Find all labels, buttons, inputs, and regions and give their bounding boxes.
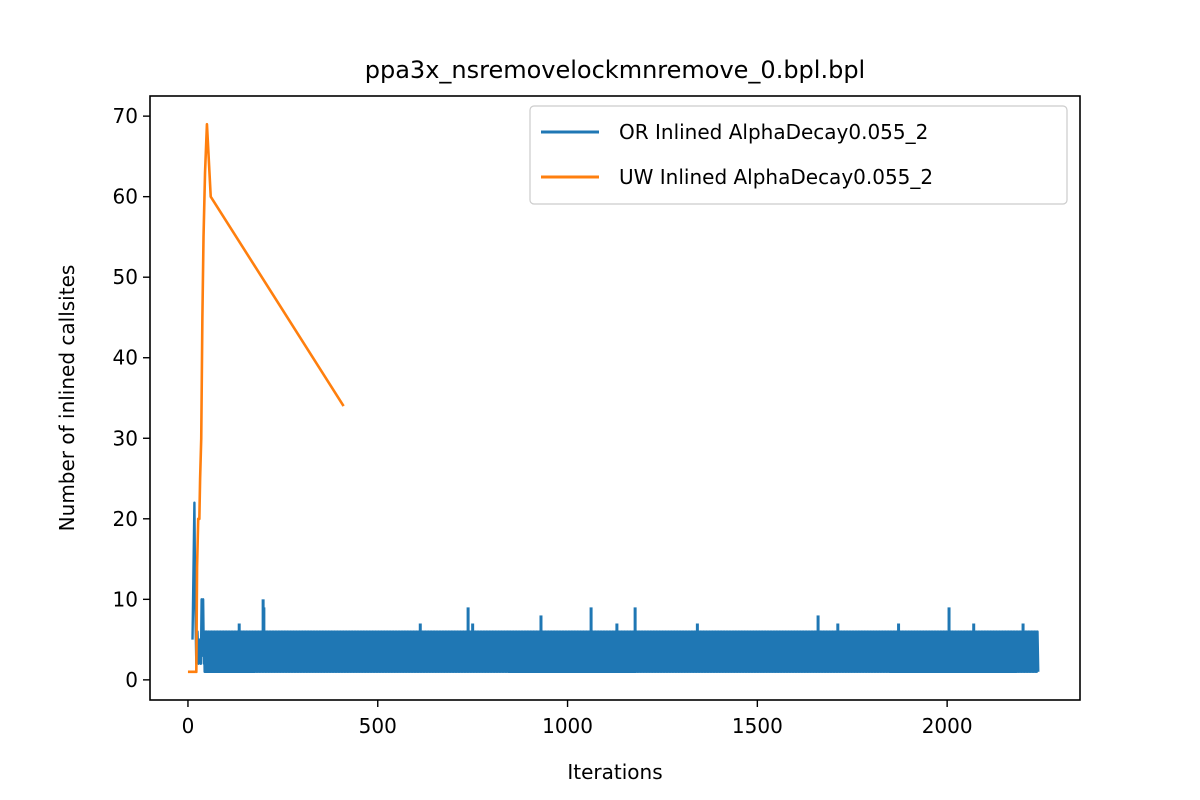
legend-box [529, 105, 1068, 205]
axes-frame [149, 95, 1081, 701]
y-tick-label: 40 [113, 346, 138, 370]
y-tick-label: 10 [113, 587, 138, 611]
y-tick-label: 60 [113, 185, 138, 209]
y-tick-label: 50 [113, 265, 138, 289]
x-tick-label: 0 [182, 714, 195, 738]
y-axis-label: Number of inlined callsites [55, 265, 79, 532]
x-axis: 0 500 1000 1500 2000 [182, 700, 973, 738]
x-tick-label: 1500 [732, 714, 783, 738]
y-axis: 0 10 20 30 40 50 60 70 [113, 104, 150, 692]
x-tick-label: 2000 [922, 714, 973, 738]
x-tick-label: 1000 [542, 714, 593, 738]
chart-title: ppa3x_nsremovelockmnremove_0.bpl.bpl [365, 56, 865, 84]
y-tick-label: 20 [113, 507, 138, 531]
x-axis-label: Iterations [567, 760, 662, 784]
y-tick-label: 0 [125, 668, 138, 692]
legend-label-uw: UW Inlined AlphaDecay0.055_2 [619, 165, 933, 189]
y-tick-label: 30 [113, 426, 138, 450]
x-tick-label: 500 [359, 714, 397, 738]
legend: OR Inlined AlphaDecay0.055_2 UW Inlined … [529, 105, 1068, 205]
y-tick-label: 70 [113, 104, 138, 128]
plot-area [187, 122, 1040, 674]
legend-label-or: OR Inlined AlphaDecay0.055_2 [619, 120, 928, 144]
series-line-or [191, 501, 1040, 674]
series-line-uw [187, 122, 345, 674]
